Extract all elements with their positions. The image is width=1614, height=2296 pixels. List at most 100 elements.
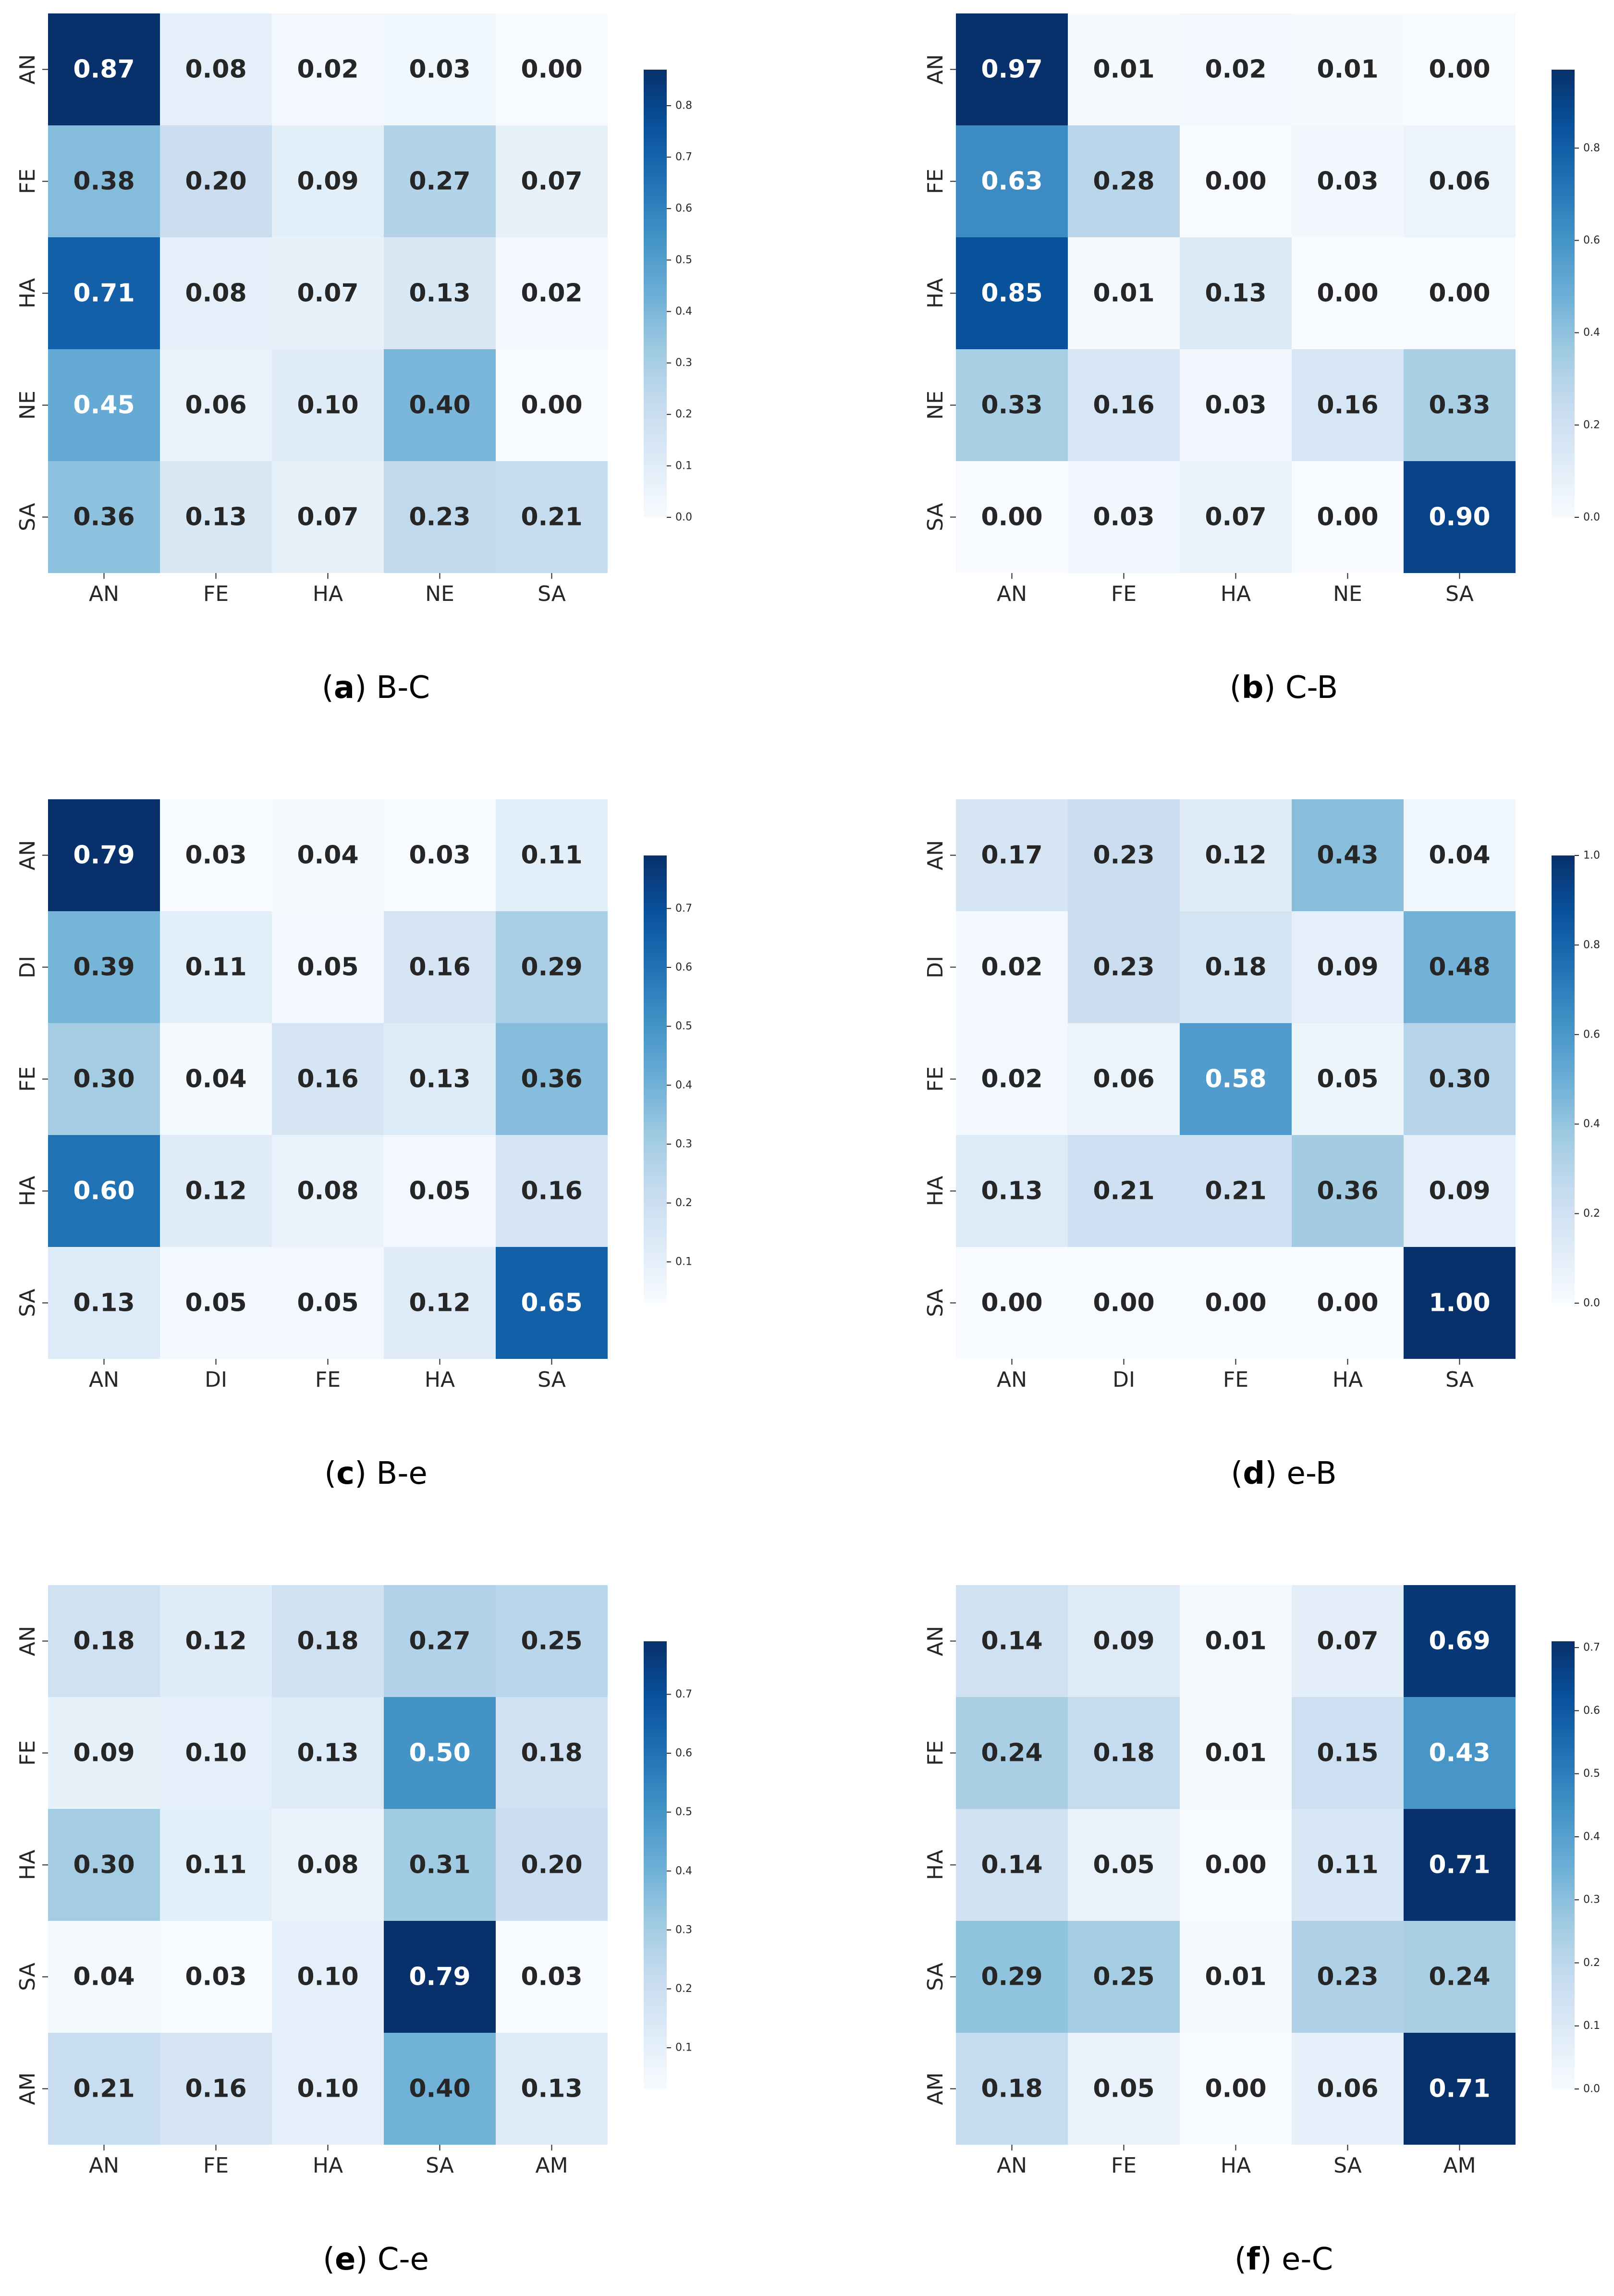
cell-value-label: 0.97 <box>981 55 1042 84</box>
heatmap-cell <box>1068 1247 1180 1359</box>
cell-value-label: 1.00 <box>1429 1289 1490 1318</box>
cell-value-label: 0.07 <box>521 167 582 196</box>
caption-letter: a <box>334 670 355 706</box>
x-tick-label: AM <box>1443 2153 1476 2178</box>
heatmap-cell <box>272 2033 384 2145</box>
cell-value-label: 0.69 <box>1429 1627 1490 1656</box>
cell-value-label: 0.15 <box>1317 1739 1378 1768</box>
heatmap-cell <box>1180 237 1292 349</box>
cell-value-label: 0.00 <box>521 391 582 420</box>
caption-paren-open: ( <box>1230 670 1242 706</box>
cell-value-label: 0.21 <box>1093 1177 1154 1206</box>
cell-value-label: 0.30 <box>1429 1065 1490 1094</box>
heatmap-cell <box>1068 237 1180 349</box>
panel-caption: (e) C-e <box>323 2242 429 2277</box>
colorbar-tick-label: 0.2 <box>1583 1208 1600 1220</box>
cell-value-label: 0.13 <box>297 1739 358 1768</box>
caption-paren-open: ( <box>1231 1456 1243 1491</box>
heatmap-cell <box>1068 1697 1180 1809</box>
x-tick-label: HA <box>313 2153 343 2178</box>
y-tick-label: HA <box>15 1850 40 1880</box>
caption-letter: f <box>1247 2242 1260 2277</box>
heatmap-cell <box>48 1921 160 2033</box>
y-tick-label: FE <box>15 1740 40 1766</box>
colorbar-tick-label: 0.5 <box>675 1806 692 1818</box>
cell-value-label: 0.21 <box>73 2075 134 2103</box>
cell-value-label: 0.00 <box>1317 503 1378 532</box>
colorbar-tick-label: 0.4 <box>675 1865 692 1877</box>
heatmap-cell <box>1068 1135 1180 1247</box>
cell-value-label: 0.18 <box>521 1739 582 1768</box>
cell-value-label: 0.43 <box>1429 1739 1490 1768</box>
cell-value-label: 0.20 <box>521 1851 582 1880</box>
cell-value-label: 0.08 <box>297 1177 358 1206</box>
cell-value-label: 0.03 <box>409 55 470 84</box>
y-tick-label: SA <box>15 503 40 531</box>
colorbar <box>1552 1641 1575 2089</box>
heatmap-panel-d: 0.17 0.23 0.12 0.43 0.04 0.02 0.23 0.18 0.09 0.48… <box>923 799 1600 1491</box>
heatmap-cell <box>496 13 608 125</box>
heatmap-cell <box>1404 799 1516 911</box>
panel-caption: (a) B-C <box>322 670 430 706</box>
cell-value-label: 0.06 <box>185 391 246 420</box>
caption-paren-close: ) <box>355 1456 376 1491</box>
cell-value-label: 0.11 <box>185 1851 246 1880</box>
panel-caption: (d) e-B <box>1231 1456 1336 1491</box>
y-tick-label: DI <box>923 956 948 978</box>
cell-value-label: 0.30 <box>73 1851 134 1880</box>
colorbar-tick-label: 0.3 <box>1583 1894 1600 1906</box>
cell-value-label: 0.05 <box>297 953 358 982</box>
caption-paren-open: ( <box>322 670 334 706</box>
x-tick-label: AN <box>997 1368 1027 1392</box>
heatmap-cell <box>160 799 272 911</box>
cell-value-label: 0.13 <box>521 2075 582 2103</box>
x-tick-label: AM <box>535 2153 568 2178</box>
heatmap-panel-a: 0.87 0.08 0.02 0.03 0.00 0.38 0.20 0.09 0.27 0.07… <box>15 13 692 706</box>
heatmap-panel-c: 0.79 0.03 0.04 0.03 0.11 0.39 0.11 0.05 0.16 0.29… <box>15 799 692 1491</box>
colorbar-tick-label: 0.3 <box>675 1924 692 1936</box>
heatmap-cell <box>1180 125 1292 237</box>
heatmap-cell <box>1292 237 1404 349</box>
heatmap-cell <box>160 1247 272 1359</box>
caption-paren-close: ) <box>1265 1456 1286 1491</box>
heatmap-cell <box>956 1135 1068 1247</box>
heatmap-cell <box>956 13 1068 125</box>
heatmap-cell <box>1404 2033 1516 2145</box>
y-tick-label: SA <box>923 503 948 531</box>
heatmap-cell <box>1068 1809 1180 1921</box>
cell-value-label: 0.12 <box>1205 841 1266 870</box>
cell-value-label: 0.39 <box>73 953 134 982</box>
heatmap-cell <box>956 2033 1068 2145</box>
heatmap-cell <box>956 237 1068 349</box>
caption-paren-open: ( <box>323 2242 335 2277</box>
cell-value-label: 0.16 <box>521 1177 582 1206</box>
heatmap-cell <box>384 1697 496 1809</box>
heatmap-cell <box>1404 349 1516 461</box>
cell-value-label: 0.28 <box>1093 167 1154 196</box>
heatmap-cell <box>956 911 1068 1023</box>
heatmap-cell <box>160 1809 272 1921</box>
caption-letter: b <box>1242 670 1264 706</box>
cell-value-label: 0.08 <box>185 279 246 308</box>
cell-value-label: 0.11 <box>1317 1851 1378 1880</box>
heatmap-cell <box>160 237 272 349</box>
heatmap-cell <box>160 125 272 237</box>
heatmap-cell <box>1068 799 1180 911</box>
cell-value-label: 0.12 <box>409 1289 470 1318</box>
colorbar-tick-label: 0.5 <box>675 254 692 266</box>
y-tick-label: AN <box>923 1626 948 1656</box>
y-tick-label: AN <box>923 840 948 870</box>
colorbar-tick-label: 1.0 <box>1583 850 1600 862</box>
cell-value-label: 0.13 <box>185 503 246 532</box>
heatmap-cell <box>48 461 160 573</box>
heatmap-cell <box>1404 461 1516 573</box>
cell-value-label: 0.79 <box>73 841 134 870</box>
heatmap-cell <box>1068 1921 1180 2033</box>
caption-paren-open: ( <box>1235 2242 1247 2277</box>
colorbar-tick-label: 0.3 <box>675 1138 692 1150</box>
cell-value-label: 0.00 <box>1093 1289 1154 1318</box>
heatmap-cell <box>1180 1135 1292 1247</box>
cell-value-label: 0.02 <box>1205 55 1266 84</box>
heatmap-cell <box>1180 911 1292 1023</box>
y-tick-label: SA <box>923 1289 948 1317</box>
